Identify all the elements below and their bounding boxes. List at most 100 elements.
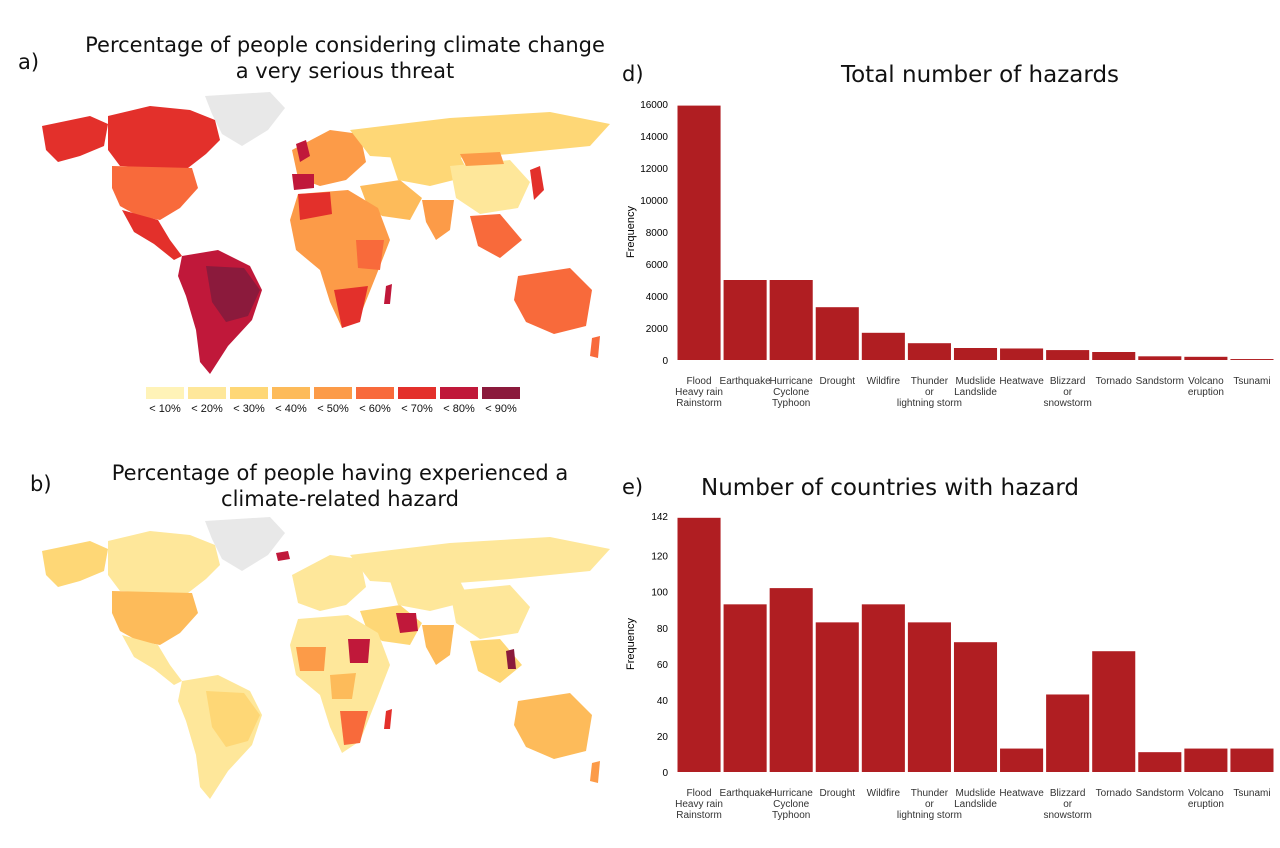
x-tick-label: Cyclone [773,799,810,810]
southeast-asia-shape [470,639,522,683]
y-tick-label: 0 [662,356,668,367]
bar [1092,352,1136,360]
legend-item: < 60% [354,387,396,415]
brazil-shape [206,691,260,747]
bar [815,622,859,772]
north-africa-shape [298,192,332,220]
x-tick-label: Flood [687,376,712,387]
southern-africa-shape [340,711,368,745]
x-tick-label: Typhoon [772,398,810,409]
china-shape [450,585,530,639]
bar [723,280,767,360]
x-tick-label: Blizzard [1050,376,1086,387]
legend-item: < 20% [186,387,228,415]
bar [1184,356,1228,360]
x-tick-label: eruption [1188,387,1224,398]
legend-swatch [440,387,478,399]
map-b-title-line1: Percentage of people having experienced … [111,461,569,485]
world-map-experienced [42,517,610,799]
bar [1000,748,1044,772]
bar [861,332,905,360]
x-tick-label: Tsunami [1233,788,1270,799]
y-tick-label: 16000 [640,100,668,111]
legend-swatch [188,387,226,399]
x-tick-label: Heavy rain [675,799,723,810]
india-shape [422,200,454,240]
brazil-shape [206,266,260,322]
x-tick-label: Wildfire [867,788,901,799]
panel-d-letter: d) [622,62,644,86]
y-tick-label: 40 [657,696,669,707]
bar [953,348,998,360]
x-tick-label: Flood [687,788,712,799]
bar [1046,350,1090,360]
south-africa-shape [334,286,368,328]
y-tick-label: 12000 [640,164,668,175]
west-africa-shape [296,647,326,671]
japan-shape [530,166,544,200]
panel-b-letter: b) [30,472,52,496]
x-tick-label: Hurricane [770,788,814,799]
legend-label: < 70% [401,403,433,415]
y-axis-label: Frequency [625,618,637,670]
philippines-shape [506,649,516,669]
usa-shape [112,166,198,220]
x-tick-label: Sandstorm [1136,376,1184,387]
y-tick-label: 60 [657,660,669,671]
x-tick-label: Sandstorm [1136,788,1184,799]
x-tick-label: Landslide [954,387,997,398]
central-asia-shape [390,581,470,611]
legend-swatch [230,387,268,399]
x-tick-label: snowstorm [1043,810,1091,821]
alaska-shape [42,116,108,162]
y-tick-label: 120 [651,552,668,563]
iberia-shape [292,174,314,190]
legend-item: < 80% [438,387,480,415]
x-tick-label: snowstorm [1043,398,1091,409]
bar [1230,748,1274,772]
chart-d-title: Total number of hazards [840,62,1120,88]
bar [1000,348,1044,360]
europe-shape [292,130,366,186]
bar [1138,356,1182,360]
x-tick-label: Hurricane [770,376,814,387]
russia-shape [350,112,610,160]
bar [1138,752,1182,772]
bar [1092,651,1136,772]
map-a-title: Percentage of people considering climate… [60,32,630,84]
y-tick-label: 2000 [646,324,669,335]
x-tick-label: Rainstorm [676,810,722,821]
legend-label: < 30% [233,403,265,415]
canada-shape [108,106,220,168]
x-tick-label: Volcano [1188,788,1224,799]
x-tick-label: Tornado [1096,376,1133,387]
x-tick-label: Tornado [1096,788,1133,799]
madagascar-shape [384,709,392,729]
legend-swatch [146,387,184,399]
legend-item: < 10% [144,387,186,415]
iceland-shape [276,551,290,561]
east-africa-shape [356,240,384,270]
usa-shape [112,591,198,645]
bar-chart-total-hazards: Frequency 0 2000 4000 6000 8000 10000 12000 1400… [625,100,1274,409]
legend-label: < 20% [191,403,223,415]
iran-shape [396,613,418,633]
world-map-threat [42,92,610,374]
bar [1230,359,1274,360]
x-tick-label: Typhoon [772,810,810,821]
legend-label: < 50% [317,403,349,415]
y-tick-label: 80 [657,624,669,635]
x-tick-label: Earthquake [720,788,772,799]
x-tick-label: Thunder [911,788,949,799]
legend-label: < 80% [443,403,475,415]
x-tick-label: or [925,799,935,810]
x-tick-label: Mudslide [955,788,995,799]
x-tick-label: or [925,387,935,398]
x-tick-label: Volcano [1188,376,1224,387]
y-tick-label: 20 [657,732,669,743]
mexico-shape [122,210,182,260]
china-shape [450,160,530,214]
australia-shape [514,693,592,759]
x-tick-label: eruption [1188,799,1224,810]
